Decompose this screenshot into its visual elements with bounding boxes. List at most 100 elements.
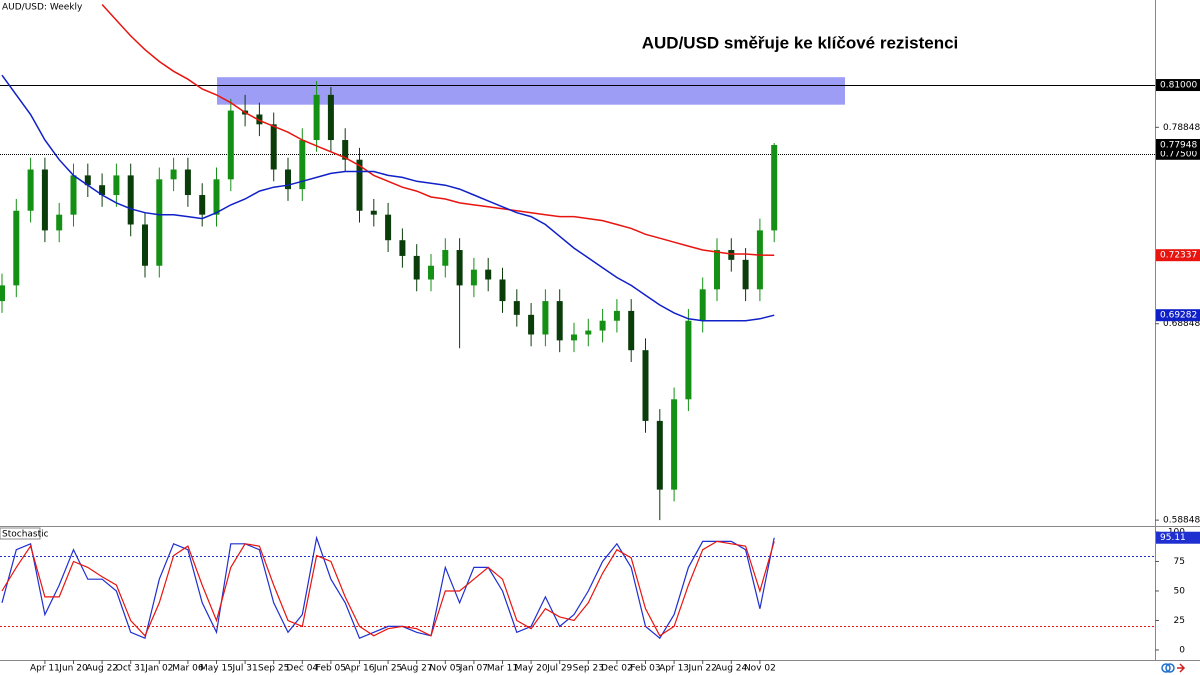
chart-subtitle: AUD/USD: Weekly: [2, 3, 83, 13]
moving-average: [1, 74, 775, 322]
x-tick-label: Sep 23: [573, 664, 604, 674]
candle-body: [571, 334, 577, 341]
candle-body: [742, 259, 749, 290]
candle-body: [270, 124, 277, 170]
x-tick-label: Dec 04: [286, 664, 318, 674]
x-tick-label: Oct 31: [116, 664, 146, 674]
candle-body: [84, 175, 91, 186]
stochastic-line: [1, 535, 775, 640]
moving-average: [101, 3, 775, 256]
candle-body: [585, 330, 592, 335]
x-tick-label: Dec 02: [601, 664, 633, 674]
x-tick-label: Nov 02: [744, 664, 776, 674]
y-tick-label: 0.58848: [1163, 516, 1200, 526]
x-tick-label: Apr 16: [345, 664, 375, 674]
price-label-box: [1156, 309, 1200, 322]
x-tick-label: Aug 24: [715, 664, 747, 674]
price-label: 95.11: [1160, 533, 1186, 543]
x-tick-label: Jun 20: [58, 664, 88, 674]
price-label: 0.77948: [1160, 140, 1197, 150]
price-label: 0.69282: [1160, 311, 1197, 321]
candle-body: [170, 169, 177, 180]
candle-body: [413, 255, 420, 280]
scroll-icon[interactable]: [1177, 663, 1186, 673]
sync-icon-b[interactable]: [1165, 663, 1175, 673]
panel-title: Stochastic: [2, 530, 49, 540]
x-tick-label: Feb 03: [630, 664, 660, 674]
price-label-box: [1156, 138, 1200, 151]
candle-body: [399, 240, 406, 256]
candle-body: [313, 94, 320, 141]
candle-body: [342, 140, 349, 160]
x-tick-label: Jun 22: [688, 664, 717, 674]
candle-body: [442, 250, 449, 266]
candle-body: [156, 179, 163, 266]
candle-body: [227, 110, 234, 180]
candle-body: [671, 399, 678, 490]
candle-body: [70, 175, 77, 215]
stochastic-line: [1, 540, 775, 637]
x-tick-label: May 15: [200, 664, 233, 674]
candle-body: [728, 250, 735, 260]
candle-body: [613, 310, 620, 321]
candle-body: [370, 210, 377, 215]
price-label: 0.77500: [1160, 149, 1197, 159]
price-label: 0.81000: [1160, 81, 1197, 91]
candle-body: [113, 175, 120, 196]
y-tick-label: 0.78848: [1163, 123, 1200, 133]
x-tick-label: Apr 13: [659, 664, 689, 674]
candle-body: [485, 269, 492, 280]
candle-body: [685, 320, 692, 400]
x-tick-label: Jul 31: [232, 664, 258, 674]
candle-body: [699, 289, 706, 321]
toolbar-icons[interactable]: [1161, 663, 1186, 673]
x-tick-label: Jan 07: [459, 664, 488, 674]
sync-icon[interactable]: [1161, 663, 1171, 673]
x-tick-label: Mar 11: [487, 664, 518, 674]
candle-body: [771, 144, 778, 231]
y-tick-label: 0: [1179, 645, 1185, 655]
candle-body: [642, 350, 649, 421]
candle-body: [556, 301, 563, 341]
x-tick-label: Sep 25: [258, 664, 289, 674]
candle-body: [385, 214, 392, 241]
candle-body: [456, 250, 463, 286]
candle-body: [184, 169, 191, 196]
candle-body: [327, 94, 334, 141]
candle-body: [599, 320, 606, 331]
candle-body: [285, 169, 291, 190]
candle-body: [756, 230, 763, 290]
candle-body: [528, 314, 535, 335]
x-tick-label: Aug 27: [401, 664, 433, 674]
x-tick-label: Jun 25: [373, 664, 402, 674]
y-tick-label: 75: [1174, 557, 1185, 567]
x-tick-label: May 20: [515, 664, 548, 674]
y-tick-label: 25: [1174, 616, 1185, 626]
x-tick-label: Aug 22: [86, 664, 118, 674]
candle-body: [299, 140, 306, 190]
x-tick-label: Nov 05: [429, 664, 461, 674]
y-tick-label: 0.68848: [1163, 319, 1200, 329]
candle-body: [628, 310, 635, 351]
x-tick-label: Jan 02: [144, 664, 173, 674]
panel-label-box: [0, 527, 41, 540]
price-label: 0.72337: [1160, 251, 1197, 261]
candle-body: [356, 159, 363, 211]
x-tick-label: Feb 05: [316, 664, 346, 674]
x-tick-label: Jul 29: [546, 664, 572, 674]
y-tick-label: 50: [1174, 586, 1186, 596]
x-tick-label: Mar 06: [172, 664, 204, 674]
price-label-box: [1156, 531, 1200, 544]
candle-body: [56, 214, 63, 231]
price-label-box: [1156, 79, 1200, 92]
candle-body: [13, 210, 20, 286]
chart-title: AUD/USD směřuje ke klíčové rezistenci: [642, 33, 959, 52]
candle-body: [513, 301, 520, 315]
resistance-zone: [217, 77, 845, 105]
candle-body: [142, 224, 148, 266]
candle-body: [27, 169, 34, 211]
price-label-box: [1156, 249, 1200, 262]
x-tick-label: Apr 11: [30, 664, 60, 674]
